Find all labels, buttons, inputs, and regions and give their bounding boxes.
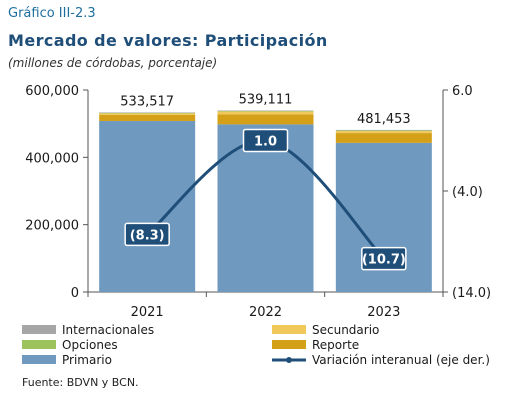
- chart-subtitle: (millones de córdobas, porcentaje): [8, 56, 218, 70]
- legend-line-marker: [286, 357, 292, 363]
- bar-reporte: [335, 133, 432, 143]
- variation-label-box: [242, 128, 289, 153]
- bar-primario: [99, 120, 196, 293]
- legend-label: Opciones: [62, 338, 118, 352]
- chart-title: Mercado de valores: Participación: [8, 31, 328, 50]
- y-left-tick-label: 600,000: [25, 84, 79, 99]
- bar-opciones: [217, 111, 314, 112]
- variation-label: (8.3): [130, 228, 165, 243]
- bar-opciones: [335, 130, 432, 132]
- y-left-tick-label: 0: [71, 286, 79, 301]
- bar-internacionales: [217, 110, 314, 112]
- variation-label-box: [361, 246, 407, 271]
- legend-swatch: [272, 325, 306, 334]
- total-label: 539,111: [239, 92, 293, 107]
- bar-internacionales: [335, 129, 432, 131]
- variation-label: 1.0: [254, 135, 277, 150]
- total-label: 481,453: [357, 112, 411, 127]
- y-right-tick-label: 6.0: [452, 84, 473, 99]
- variation-label: (10.7): [362, 253, 406, 268]
- source-note: Fuente: BDVN y BCN.: [22, 376, 139, 389]
- legend-label: Primario: [62, 353, 112, 367]
- bar-secundario: [99, 113, 196, 115]
- bar-reporte: [99, 114, 196, 121]
- total-label: 533,517: [120, 94, 174, 109]
- y-right-tick-label: (4.0): [452, 185, 483, 200]
- bar-secundario: [335, 131, 432, 134]
- x-tick-label: 2021: [131, 305, 164, 320]
- figure-label: Gráfico III-2.3: [8, 6, 96, 21]
- variation-label-box: [124, 222, 170, 247]
- bar-internacionales: [99, 112, 196, 113]
- legend-swatch: [22, 340, 56, 349]
- bar-secundario: [217, 111, 314, 115]
- legend-label: Reporte: [312, 338, 359, 352]
- chart-area: 0 200,000 400,000 600,000 (14.0) (4.0) 6.0 2021…: [22, 84, 491, 367]
- legend-swatch: [22, 325, 56, 334]
- y-right-tick-label: (14.0): [452, 286, 491, 301]
- x-tick-label: 2023: [367, 305, 400, 320]
- y-left-tick-label: 200,000: [25, 219, 79, 234]
- legend-label: Secundario: [312, 323, 379, 337]
- y-left-tick-label: 400,000: [25, 151, 79, 166]
- legend-swatch: [22, 355, 56, 364]
- legend-label: Variación interanual (eje der.): [312, 353, 490, 367]
- legend-swatch: [272, 340, 306, 349]
- legend-label: Internacionales: [62, 323, 154, 337]
- bar-opciones: [99, 112, 196, 114]
- x-tick-label: 2022: [249, 305, 282, 320]
- bar-reporte: [217, 114, 314, 125]
